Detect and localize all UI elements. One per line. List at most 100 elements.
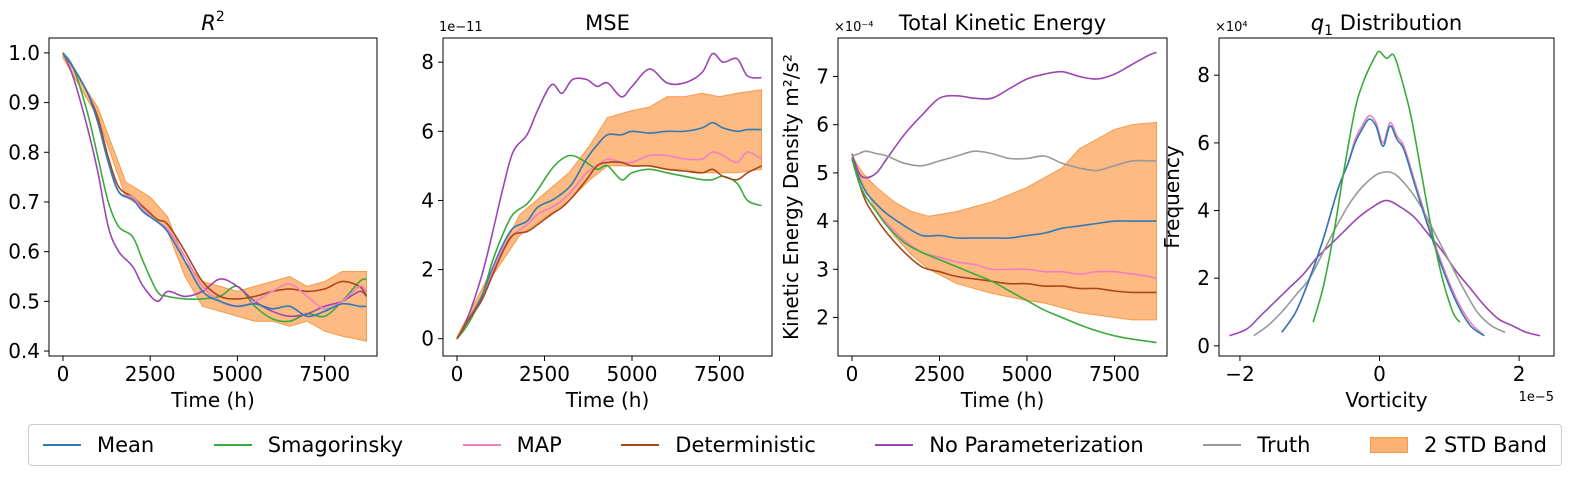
y-tick-label: 1.0 [8, 41, 40, 65]
legend-swatch [462, 444, 501, 446]
legend-label: Smagorinsky [267, 433, 404, 457]
y-tick-label: 3 [816, 257, 829, 281]
y-offset-label: ×10⁻⁴ [834, 20, 874, 35]
y-tick-label: 8 [421, 50, 434, 74]
x-axis-label: Vorticity [1345, 388, 1427, 412]
chart-title: Total Kinetic Energy [898, 11, 1106, 35]
y-tick-label: 0 [421, 327, 434, 351]
x-tick-label: 2500 [519, 362, 570, 386]
y-tick-label: 2 [816, 305, 829, 329]
panel-kinetic-energy: 0 2500 5000 7500 2 3 4 5 6 7 Time (h) Kinetic Energ… [779, 11, 1168, 412]
y-tick-label: 4 [421, 188, 434, 212]
series-line-map [1281, 114, 1485, 337]
legend-swatch [213, 444, 252, 446]
series-line-truth [851, 150, 1157, 172]
y-tick-label: 0 [1197, 334, 1210, 358]
legend-label: Truth [1257, 433, 1311, 457]
series-line-no-parameterization [62, 52, 368, 318]
y-tick-label: 7 [816, 65, 829, 89]
legend-label: Mean [97, 433, 155, 457]
x-tick-label: 0 [451, 362, 464, 386]
band-2std [851, 121, 1157, 321]
x-tick-label: 5000 [212, 362, 263, 386]
legend-item-mean: Mean [43, 433, 154, 457]
x-tick-label: 0 [846, 362, 859, 386]
x-axis-label: Time (h) [565, 388, 650, 412]
chart-title: MSE [585, 11, 630, 35]
series-line-smagorinsky [456, 154, 762, 340]
y-tick-label: 6 [816, 113, 829, 137]
y-axis-label: Frequency [1160, 145, 1184, 248]
legend-swatch [621, 444, 660, 446]
series-line-map [62, 52, 368, 310]
legend-item-truth: Truth [1203, 433, 1310, 457]
x-axis-label: Time (h) [170, 388, 255, 412]
panel-r2: 0 2500 5000 7500 0.4 0.5 0.6 0.7 0.8 0.9 1.0 Time (… [8, 9, 378, 412]
series-line-no-parameterization [456, 52, 762, 340]
y-axis-label: Kinetic Energy Density m²/s² [779, 54, 803, 340]
x-tick-label: −2 [1225, 362, 1254, 386]
y-tick-label: 6 [421, 119, 434, 143]
x-tick-label: 2500 [125, 362, 176, 386]
y-tick-label: 4 [816, 209, 829, 233]
series-line-deterministic [456, 161, 762, 340]
axes-frame [442, 37, 773, 357]
axes-frame [48, 37, 378, 357]
series-line-truth [1253, 171, 1506, 337]
legend-label: 2 STD Band [1423, 433, 1547, 457]
axes-frame [837, 37, 1168, 357]
x-tick-label: 7500 [299, 362, 350, 386]
chart-title: R2 [201, 9, 225, 35]
legend-item-deterministic: Deterministic [621, 433, 816, 457]
x-tick-label: 2 [1513, 362, 1526, 386]
y-tick-label: 2 [421, 258, 434, 282]
panel-mse: 0 2500 5000 7500 0 2 4 6 8 Time (h) 1e−11 MSE [421, 11, 773, 412]
legend-label: MAP [516, 433, 562, 457]
axes-frame [1218, 37, 1555, 357]
legend-swatch [1203, 444, 1242, 446]
legend-label: Deterministic [675, 433, 816, 457]
legend-swatch [1369, 437, 1408, 453]
panel-q1-distribution: −2 0 2 0 2 4 6 8 Vorticity Frequency ×10⁴ 1e−5 q1 Di… [1160, 11, 1555, 412]
x-tick-label: 5000 [607, 362, 658, 386]
legend-label: No Parameterization [929, 433, 1144, 457]
y-offset-label: ×10⁴ [1215, 20, 1248, 35]
x-tick-label: 2500 [914, 362, 965, 386]
series-line-mean [456, 121, 762, 340]
y-tick-label: 8 [1197, 63, 1210, 87]
y-tick-label: 0.6 [8, 240, 40, 264]
x-tick-label: 5000 [1002, 362, 1053, 386]
x-axis-label: Time (h) [960, 388, 1045, 412]
series-line-deterministic [62, 52, 368, 300]
x-tick-label: 7500 [694, 362, 745, 386]
y-tick-label: 0.4 [8, 339, 40, 363]
x-offset-label: 1e−5 [1519, 390, 1554, 405]
legend-item-no-parameterization: No Parameterization [875, 433, 1144, 457]
series-line-no-parameterization [1229, 199, 1541, 337]
legend-item-2-std-band: 2 STD Band [1369, 433, 1547, 457]
series-line-mean [62, 52, 367, 318]
y-tick-label: 0.7 [8, 190, 40, 214]
chart-title: q1 Distribution [1311, 11, 1462, 39]
legend-swatch [875, 444, 914, 446]
legend-swatch [43, 444, 81, 446]
y-tick-label: 0.5 [8, 289, 40, 313]
x-tick-label: 0 [57, 362, 70, 386]
legend-item-map: MAP [462, 433, 562, 457]
legend: Mean Smagorinsky MAP Deterministic No Parame… [28, 424, 1562, 466]
band-2std [456, 89, 762, 341]
series-line-no-parameterization [851, 51, 1157, 179]
series-line-smagorinsky [1312, 50, 1461, 323]
series-line-mean [851, 158, 1157, 239]
x-tick-label: 7500 [1089, 362, 1140, 386]
x-tick-label: 0 [1373, 362, 1386, 386]
series-line-smagorinsky [851, 158, 1157, 344]
y-tick-label: 0.8 [8, 140, 40, 164]
legend-item-smagorinsky: Smagorinsky [213, 433, 404, 457]
y-tick-label: 5 [816, 161, 829, 185]
series-line-mean [1281, 118, 1485, 337]
y-offset-label: 1e−11 [439, 20, 483, 35]
y-tick-label: 4 [1197, 199, 1210, 223]
y-tick-label: 6 [1197, 131, 1210, 155]
